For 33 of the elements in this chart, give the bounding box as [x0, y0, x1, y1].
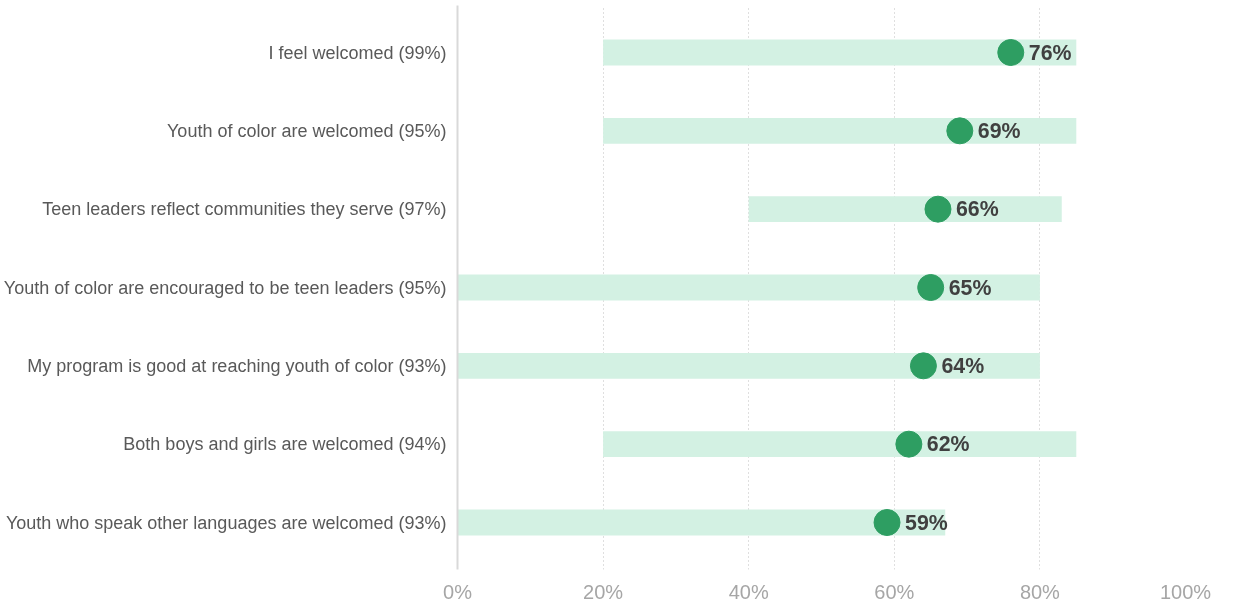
x-tick-label: 60%	[874, 580, 915, 603]
point	[924, 195, 952, 223]
bar	[457, 509, 946, 536]
bar	[457, 274, 1040, 301]
y-tick-label: Youth who speak other languages are welcomed (93%)	[5, 512, 447, 533]
bar	[603, 431, 1077, 458]
bar	[603, 39, 1077, 66]
point	[917, 274, 945, 301]
y-tick-label: Teen leaders reflect communities they serve (97%)	[42, 199, 447, 220]
x-tick-label: 20%	[583, 580, 624, 603]
point	[873, 509, 901, 536]
x-tick-label: 40%	[728, 580, 769, 603]
bar	[457, 352, 1040, 379]
data-label: 65%	[948, 275, 992, 300]
point	[909, 352, 937, 380]
y-tick-label: Youth of color are encouraged to be teen leaders (95%)	[3, 277, 447, 298]
y-tick-label: Both boys and girls are welcomed (94%)	[123, 434, 447, 455]
data-label: 69%	[977, 118, 1021, 143]
data-label: 66%	[955, 197, 999, 222]
point	[895, 430, 923, 458]
data-label: 64%	[941, 353, 985, 378]
x-tick-label: 100%	[1159, 580, 1212, 603]
x-tick-label: 0%	[443, 580, 473, 603]
point	[997, 39, 1025, 66]
data-label: 59%	[905, 510, 948, 535]
point	[946, 117, 974, 145]
y-tick-label: I feel welcomed (99%)	[268, 42, 447, 63]
y-tick-label: Youth of color are welcomed (95%)	[167, 120, 447, 141]
x-tick-label: 80%	[1019, 580, 1061, 603]
bar	[603, 117, 1077, 144]
data-label: 62%	[926, 432, 970, 457]
data-label: 76%	[1028, 40, 1072, 65]
y-tick-label: My program is good at reaching youth of color (93%)	[27, 355, 447, 376]
